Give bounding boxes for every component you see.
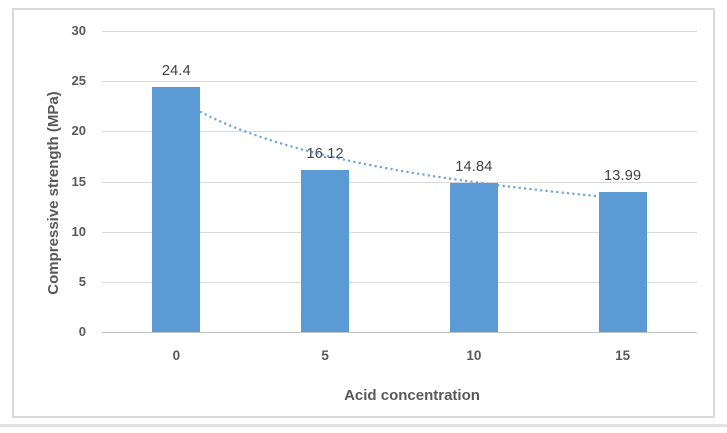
bar [152, 87, 201, 332]
y-tick-label: 15 [71, 173, 86, 189]
y-tick-label: 5 [78, 273, 86, 289]
y-tick-label: 0 [78, 324, 86, 339]
x-tick-label: 0 [172, 348, 181, 363]
page-bottom-edge [0, 424, 727, 427]
gridline [102, 231, 697, 233]
bar [598, 191, 647, 332]
y-tick-label: 10 [71, 223, 86, 239]
bar [301, 170, 350, 332]
x-tick-label: 5 [321, 348, 329, 363]
x-tick-label: 10 [466, 348, 482, 363]
trendline-path [175, 97, 623, 200]
chart-frame: Compressive strength (MPa) Acid concentr… [12, 8, 715, 418]
y-tick-label: 30 [71, 23, 86, 38]
bar [449, 183, 498, 332]
bar-value-label: 24.4 [161, 63, 191, 80]
gridline [102, 81, 697, 83]
gridline [102, 31, 697, 32]
x-tick-label: 15 [615, 348, 631, 363]
x-axis-line [102, 332, 697, 333]
x-axis-title: Acid concentration [344, 387, 480, 404]
bar-value-label: 16.12 [306, 146, 344, 163]
y-tick-label: 25 [71, 73, 86, 89]
y-axis-title: Compressive strength (MPa) [45, 91, 62, 295]
bar-value-label: 14.84 [455, 159, 493, 176]
bar-value-label: 13.99 [603, 167, 642, 184]
gridline [102, 281, 697, 283]
y-tick-label: 20 [71, 123, 86, 139]
